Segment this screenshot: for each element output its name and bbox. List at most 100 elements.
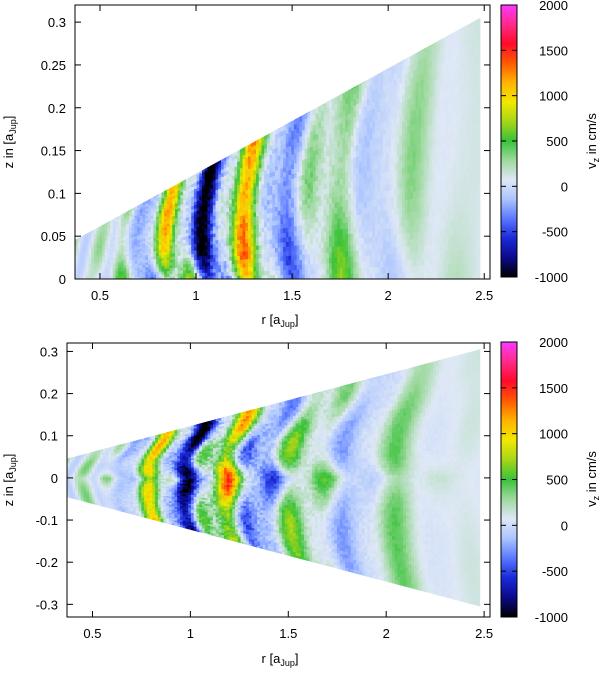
field-cell (104, 250, 109, 253)
field-cell (172, 195, 176, 199)
field-cell (447, 110, 452, 119)
field-cell (334, 218, 338, 225)
field-cell (369, 236, 373, 244)
field-cell (102, 261, 106, 264)
field-cell (345, 250, 349, 257)
field-cell (199, 232, 203, 237)
field-cell (299, 140, 303, 147)
field-cell (404, 265, 409, 273)
field-cell (191, 176, 195, 181)
field-cell (458, 61, 463, 70)
field-cell (318, 148, 322, 154)
field-cell (161, 203, 165, 207)
field-cell (372, 132, 376, 140)
field-cell (258, 219, 263, 224)
field-cell (104, 253, 109, 257)
field-cell (412, 116, 417, 125)
field-cell (439, 199, 444, 208)
field-cell (342, 149, 346, 156)
field-cell (118, 228, 122, 232)
field-cell (461, 90, 465, 99)
field-cell (304, 233, 309, 240)
field-cell (83, 251, 87, 254)
field-cell (404, 192, 409, 201)
field-cell (150, 276, 154, 280)
field-cell (139, 217, 144, 221)
field-cell (161, 265, 165, 269)
field-cell (164, 273, 168, 277)
field-cell (396, 155, 400, 163)
field-cell (469, 48, 473, 57)
field-cell (142, 259, 146, 263)
field-cell (285, 137, 290, 143)
field-cell (302, 134, 306, 141)
field-cell (331, 235, 336, 242)
field-cell (450, 87, 454, 96)
field-cell (231, 263, 236, 269)
field-cell (226, 203, 230, 209)
field-cell (423, 126, 427, 134)
field-cell (450, 220, 454, 228)
field-cell (247, 266, 252, 272)
field-cell (412, 130, 417, 138)
field-cell (258, 150, 263, 156)
field-cell (96, 237, 100, 240)
field-cell (258, 163, 263, 169)
field-cell (434, 158, 438, 166)
field-cell (464, 149, 468, 159)
field-cell (134, 258, 138, 262)
field-cell (447, 95, 452, 104)
field-cell (202, 245, 206, 250)
field-cell (212, 215, 217, 220)
field-cell (372, 236, 376, 243)
field-cell (434, 94, 438, 102)
field-cell (418, 128, 422, 136)
field-cell (331, 246, 336, 253)
field-cell (291, 230, 295, 237)
field-cell (215, 185, 219, 191)
field-cell (112, 267, 117, 270)
field-cell (145, 195, 149, 199)
field-cell (269, 158, 273, 164)
field-cell (339, 94, 344, 101)
field-cell (385, 203, 390, 211)
field-cell (434, 172, 438, 181)
field-cell (175, 220, 179, 224)
field-cell (226, 263, 230, 269)
field-cell (358, 237, 363, 245)
field-cell (331, 251, 336, 258)
field-cell (377, 124, 381, 131)
field-cell (250, 171, 254, 176)
field-cell (388, 253, 392, 261)
field-cell (207, 234, 211, 239)
field-cell (426, 160, 430, 168)
field-cell (80, 259, 84, 262)
field-cell (402, 114, 406, 122)
field-cell (164, 267, 168, 272)
field-cell (220, 161, 225, 166)
field-cell (264, 152, 268, 158)
field-cell (112, 265, 117, 269)
field-cell (85, 276, 90, 279)
field-cell (207, 175, 211, 180)
field-cell (393, 85, 398, 93)
field-cell (458, 248, 463, 258)
field-cell (312, 124, 317, 131)
field-cell (391, 150, 395, 158)
field-cell (153, 271, 157, 275)
field-cell (277, 132, 281, 138)
field-cell (291, 130, 295, 136)
field-cell (461, 112, 465, 122)
field-cell (385, 209, 390, 217)
field-cell (193, 227, 198, 232)
field-cell (377, 204, 381, 212)
field-cell (153, 232, 157, 236)
field-cell (266, 151, 271, 157)
field-cell (434, 222, 438, 230)
field-cell (223, 230, 227, 236)
field-cell (147, 194, 152, 198)
field-cell (137, 204, 141, 208)
field-cell (226, 222, 230, 228)
field-cell (337, 101, 341, 108)
field-cell (110, 215, 114, 218)
